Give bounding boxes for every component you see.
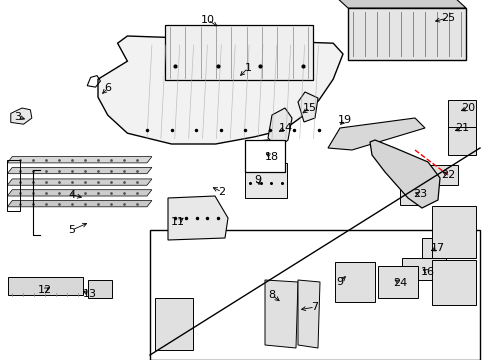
Polygon shape: [370, 140, 440, 208]
Text: 14: 14: [279, 123, 293, 133]
Text: 1: 1: [245, 63, 251, 73]
Bar: [88, 280, 112, 298]
Polygon shape: [298, 92, 318, 122]
Bar: [155, 298, 193, 350]
Text: 25: 25: [441, 13, 455, 23]
Text: 10: 10: [201, 15, 215, 25]
Text: 21: 21: [455, 123, 469, 133]
Text: 23: 23: [413, 189, 427, 199]
Bar: [245, 163, 287, 198]
Polygon shape: [265, 280, 298, 348]
Polygon shape: [298, 280, 320, 348]
Bar: [428, 165, 458, 185]
Text: 9: 9: [254, 175, 262, 185]
Bar: [402, 258, 446, 280]
Bar: [378, 266, 418, 298]
Text: 11: 11: [171, 217, 185, 227]
Bar: [400, 185, 422, 205]
Bar: [8, 277, 83, 295]
Polygon shape: [7, 190, 152, 196]
Text: 2: 2: [219, 187, 225, 197]
Bar: [335, 262, 375, 302]
Bar: [150, 230, 480, 360]
Polygon shape: [328, 118, 425, 150]
Text: 12: 12: [38, 285, 52, 295]
Polygon shape: [11, 108, 32, 124]
Polygon shape: [338, 0, 466, 8]
Text: 9: 9: [337, 277, 343, 287]
Bar: [432, 206, 476, 258]
Text: 5: 5: [69, 225, 75, 235]
Text: 4: 4: [69, 190, 75, 200]
Text: 17: 17: [431, 243, 445, 253]
Bar: [422, 238, 448, 258]
Text: 6: 6: [104, 83, 112, 93]
Bar: [165, 25, 313, 80]
Polygon shape: [7, 179, 152, 185]
Text: 18: 18: [265, 152, 279, 162]
Text: 16: 16: [421, 267, 435, 277]
Text: 7: 7: [312, 302, 318, 312]
Polygon shape: [7, 157, 152, 163]
Polygon shape: [7, 167, 152, 174]
Polygon shape: [268, 108, 292, 148]
Bar: [448, 100, 476, 128]
Polygon shape: [7, 201, 152, 207]
Bar: [432, 260, 476, 305]
Text: 8: 8: [269, 290, 275, 300]
Text: 24: 24: [393, 278, 407, 288]
Text: 19: 19: [338, 115, 352, 125]
Bar: [245, 140, 285, 172]
Polygon shape: [98, 36, 343, 144]
Text: 3: 3: [15, 112, 22, 122]
Bar: [348, 8, 466, 60]
Bar: [448, 127, 476, 155]
Polygon shape: [248, 140, 278, 170]
Text: 20: 20: [461, 103, 475, 113]
Polygon shape: [168, 196, 228, 240]
Text: 15: 15: [303, 103, 317, 113]
Text: 13: 13: [83, 289, 97, 299]
Text: 22: 22: [441, 170, 455, 180]
